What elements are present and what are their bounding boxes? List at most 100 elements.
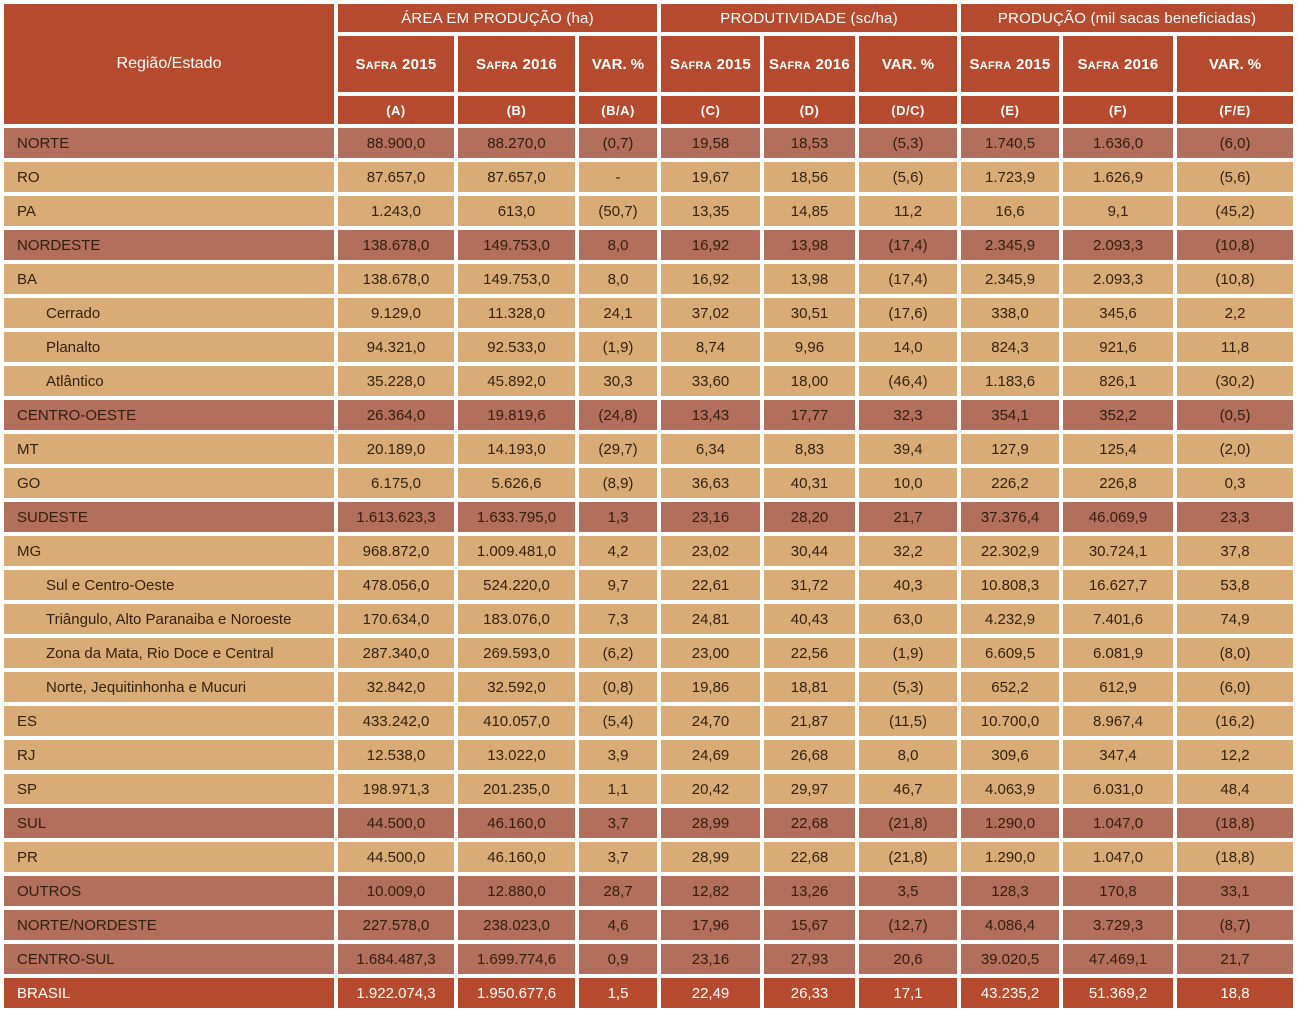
value-cell: (1,9) bbox=[859, 638, 958, 668]
value-cell: 40,3 bbox=[859, 570, 958, 600]
value-cell: (17,6) bbox=[859, 298, 958, 328]
value-cell: 18,8 bbox=[1177, 978, 1294, 1008]
value-cell: 410.057,0 bbox=[458, 706, 575, 736]
table-row: GO 6.175,0 5.626,6 (8,9) 36,63 40,31 10,0 226,2… bbox=[4, 468, 1294, 498]
value-cell: 10.808,3 bbox=[961, 570, 1060, 600]
value-cell: (18,8) bbox=[1177, 842, 1294, 872]
col-header-prod-var: VAR. % bbox=[1177, 36, 1294, 92]
value-cell: 46,7 bbox=[859, 774, 958, 804]
value-cell: 3,9 bbox=[579, 740, 658, 770]
value-cell: 20,6 bbox=[859, 944, 958, 974]
value-cell: 11,2 bbox=[859, 196, 958, 226]
value-cell: 2.093,3 bbox=[1063, 264, 1174, 294]
value-cell: (0,7) bbox=[579, 128, 658, 158]
region-name: Sul e Centro-Oeste bbox=[4, 570, 334, 600]
region-name: Atlântico bbox=[4, 366, 334, 396]
value-cell: 3,5 bbox=[859, 876, 958, 906]
table-row: PA 1.243,0 613,0 (50,7) 13,35 14,85 11,2 16,6 9,… bbox=[4, 196, 1294, 226]
value-cell: 15,67 bbox=[764, 910, 856, 940]
value-cell: 149.753,0 bbox=[458, 230, 575, 260]
value-cell: (12,7) bbox=[859, 910, 958, 940]
value-cell: 87.657,0 bbox=[458, 162, 575, 192]
value-cell: 1.047,0 bbox=[1063, 808, 1174, 838]
table-row: NORTE/NORDESTE 227.578,0 238.023,0 4,6 17,96… bbox=[4, 910, 1294, 940]
region-name: MG bbox=[4, 536, 334, 566]
value-cell: 9.129,0 bbox=[338, 298, 454, 328]
value-cell: 23,3 bbox=[1177, 502, 1294, 532]
value-cell: 22.302,9 bbox=[961, 536, 1060, 566]
value-cell: 226,2 bbox=[961, 468, 1060, 498]
value-cell: 43.235,2 bbox=[961, 978, 1060, 1008]
value-cell: 12.538,0 bbox=[338, 740, 454, 770]
value-cell: 24,69 bbox=[661, 740, 761, 770]
value-cell: 30,44 bbox=[764, 536, 856, 566]
value-cell: 5.626,6 bbox=[458, 468, 575, 498]
table-row: Planalto 94.321,0 92.533,0 (1,9) 8,74 9,96 14,… bbox=[4, 332, 1294, 362]
value-cell: 7.401,6 bbox=[1063, 604, 1174, 634]
value-cell: (2,0) bbox=[1177, 434, 1294, 464]
value-cell: 33,1 bbox=[1177, 876, 1294, 906]
value-cell: 16,6 bbox=[961, 196, 1060, 226]
value-cell: 8,0 bbox=[579, 230, 658, 260]
region-name: SUDESTE bbox=[4, 502, 334, 532]
value-cell: 74,9 bbox=[1177, 604, 1294, 634]
value-cell: 13,98 bbox=[764, 230, 856, 260]
value-cell: (17,4) bbox=[859, 264, 958, 294]
value-cell: 16.627,7 bbox=[1063, 570, 1174, 600]
col-header-prod-safra-2015: Safra 2015 bbox=[961, 36, 1060, 92]
region-name: CENTRO-SUL bbox=[4, 944, 334, 974]
value-cell: 347,4 bbox=[1063, 740, 1174, 770]
region-name: NORTE bbox=[4, 128, 334, 158]
value-cell: 17,1 bbox=[859, 978, 958, 1008]
value-cell: 1.740,5 bbox=[961, 128, 1060, 158]
value-cell: 22,68 bbox=[764, 808, 856, 838]
value-cell: (45,2) bbox=[1177, 196, 1294, 226]
value-cell: 226,8 bbox=[1063, 468, 1174, 498]
value-cell: 1.626,9 bbox=[1063, 162, 1174, 192]
value-cell: 4.063,9 bbox=[961, 774, 1060, 804]
value-cell: 21,87 bbox=[764, 706, 856, 736]
value-cell: 51.369,2 bbox=[1063, 978, 1174, 1008]
value-cell: (5,3) bbox=[859, 128, 958, 158]
value-cell: 21,7 bbox=[859, 502, 958, 532]
value-cell: 138.678,0 bbox=[338, 230, 454, 260]
value-cell: 8.967,4 bbox=[1063, 706, 1174, 736]
value-cell: 524.220,0 bbox=[458, 570, 575, 600]
table-row: NORDESTE 138.678,0 149.753,0 8,0 16,92 13,98(… bbox=[4, 230, 1294, 260]
value-cell: 36,63 bbox=[661, 468, 761, 498]
region-name: ES bbox=[4, 706, 334, 736]
region-name: SUL bbox=[4, 808, 334, 838]
value-cell: 198.971,3 bbox=[338, 774, 454, 804]
value-cell: 8,83 bbox=[764, 434, 856, 464]
value-cell: 0,3 bbox=[1177, 468, 1294, 498]
value-cell: 87.657,0 bbox=[338, 162, 454, 192]
value-cell: (6,2) bbox=[579, 638, 658, 668]
value-cell: 27,93 bbox=[764, 944, 856, 974]
region-name: NORTE/NORDESTE bbox=[4, 910, 334, 940]
value-cell: 128,3 bbox=[961, 876, 1060, 906]
value-cell: 23,02 bbox=[661, 536, 761, 566]
value-cell: (8,0) bbox=[1177, 638, 1294, 668]
value-cell: 12.880,0 bbox=[458, 876, 575, 906]
col-letter-a: (A) bbox=[338, 96, 454, 124]
value-cell: 22,61 bbox=[661, 570, 761, 600]
value-cell: (0,5) bbox=[1177, 400, 1294, 430]
value-cell: (30,2) bbox=[1177, 366, 1294, 396]
value-cell: 149.753,0 bbox=[458, 264, 575, 294]
value-cell: (8,9) bbox=[579, 468, 658, 498]
region-name: CENTRO-OESTE bbox=[4, 400, 334, 430]
region-name: SP bbox=[4, 774, 334, 804]
col-letter-fe: (F/E) bbox=[1177, 96, 1294, 124]
value-cell: 238.023,0 bbox=[458, 910, 575, 940]
value-cell: 201.235,0 bbox=[458, 774, 575, 804]
value-cell: 44.500,0 bbox=[338, 842, 454, 872]
group-header-row: Região/Estado ÁREA EM PRODUÇÃO (ha) PROD… bbox=[4, 4, 1294, 124]
value-cell: 37.376,4 bbox=[961, 502, 1060, 532]
col-letter-b: (B) bbox=[458, 96, 575, 124]
season-header-row: Safra 2015 Safra 2016 VAR. % Safra 2015 … bbox=[4, 36, 1294, 92]
col-header-area-safra-2016: Safra 2016 bbox=[458, 36, 575, 92]
value-cell: 18,53 bbox=[764, 128, 856, 158]
value-cell: 309,6 bbox=[961, 740, 1060, 770]
col-letter-dc: (D/C) bbox=[859, 96, 958, 124]
value-cell: 1.633.795,0 bbox=[458, 502, 575, 532]
